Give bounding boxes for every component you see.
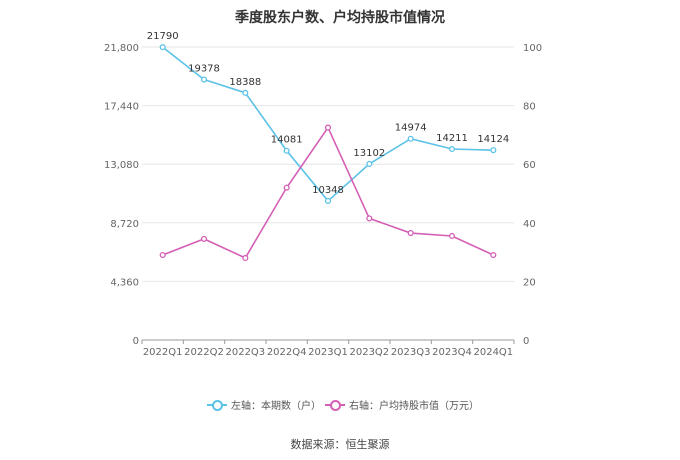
- data-point: [242, 254, 249, 262]
- data-point: [283, 147, 290, 154]
- data-source-note: 数据来源：恒生聚源: [290, 438, 390, 451]
- data-point: [283, 184, 290, 191]
- axes: 0 0 4,360 20 8,720 40 13,080 60 17,440 80 21,800 10…: [104, 43, 542, 358]
- data-label: 14974: [395, 123, 427, 134]
- data-point: [448, 145, 456, 153]
- grid-lines: [142, 46, 514, 341]
- x-tick-label: 2023Q1: [308, 347, 348, 358]
- x-tick-label: 2022Q3: [225, 347, 265, 358]
- chart-title: 季度股东户数、户均持股市值情况: [235, 10, 445, 26]
- data-point: [448, 232, 456, 240]
- data-point: [159, 251, 166, 259]
- data-label: 19378: [188, 64, 220, 75]
- data-label: 18388: [229, 77, 261, 88]
- legend-label: 左轴：本期数（户）: [231, 401, 321, 412]
- y-right-tick-label: 40: [523, 219, 536, 230]
- data-label: 21790: [147, 31, 179, 42]
- legend-marker-icon: [325, 399, 345, 411]
- y-right-tick-label: 60: [523, 160, 536, 171]
- series-layer: [159, 44, 497, 262]
- y-left-tick-label: 4,360: [110, 277, 139, 288]
- legend-item-households[interactable]: 左轴：本期数（户）: [207, 397, 321, 412]
- legend: 左轴：本期数（户） 右轴：户均持股市值（万元）: [0, 397, 680, 415]
- x-tick-label: 2022Q1: [143, 347, 183, 358]
- y-right-tick-label: 100: [523, 43, 542, 54]
- data-point: [242, 89, 249, 96]
- x-tick-label: 2023Q2: [349, 347, 389, 358]
- data-labels: 21790 19378 18388 14081 10348 13102 14974 14211…: [147, 31, 509, 196]
- data-label: 10348: [312, 185, 344, 196]
- data-label: 14081: [271, 135, 303, 146]
- y-right-tick-label: 0: [523, 336, 529, 347]
- data-point: [490, 251, 497, 259]
- legend-marker-icon: [207, 399, 227, 411]
- data-point: [490, 147, 497, 154]
- x-tick-label: 2024Q1: [473, 347, 513, 358]
- data-point: [366, 215, 373, 222]
- x-tick-label: 2022Q2: [184, 347, 224, 358]
- data-point: [200, 235, 208, 242]
- y-left-tick-label: 0: [133, 336, 139, 347]
- data-label: 13102: [353, 148, 385, 159]
- y-right-tick-label: 20: [523, 277, 536, 288]
- data-point: [200, 76, 208, 83]
- y-left-tick-label: 17,440: [104, 102, 139, 113]
- x-tick-label: 2022Q4: [267, 347, 307, 358]
- data-point: [407, 230, 414, 237]
- y-left-tick-label: 8,720: [110, 219, 139, 230]
- y-left-tick-label: 13,080: [104, 160, 139, 171]
- y-right-tick-label: 80: [523, 102, 536, 113]
- legend-item-avg-holding-value[interactable]: 右轴：户均持股市值（万元）: [325, 397, 479, 412]
- x-tick-label: 2023Q4: [432, 347, 472, 358]
- data-label: 14211: [436, 133, 468, 144]
- data-point: [407, 135, 414, 142]
- data-point: [324, 124, 332, 131]
- y-left-tick-label: 21,800: [104, 43, 139, 54]
- legend-label: 右轴：户均持股市值（万元）: [349, 401, 479, 412]
- x-tick-label: 2023Q3: [391, 347, 431, 358]
- data-point: [324, 197, 332, 204]
- data-point: [366, 160, 373, 167]
- data-point: [159, 44, 166, 51]
- data-label: 14124: [477, 134, 509, 145]
